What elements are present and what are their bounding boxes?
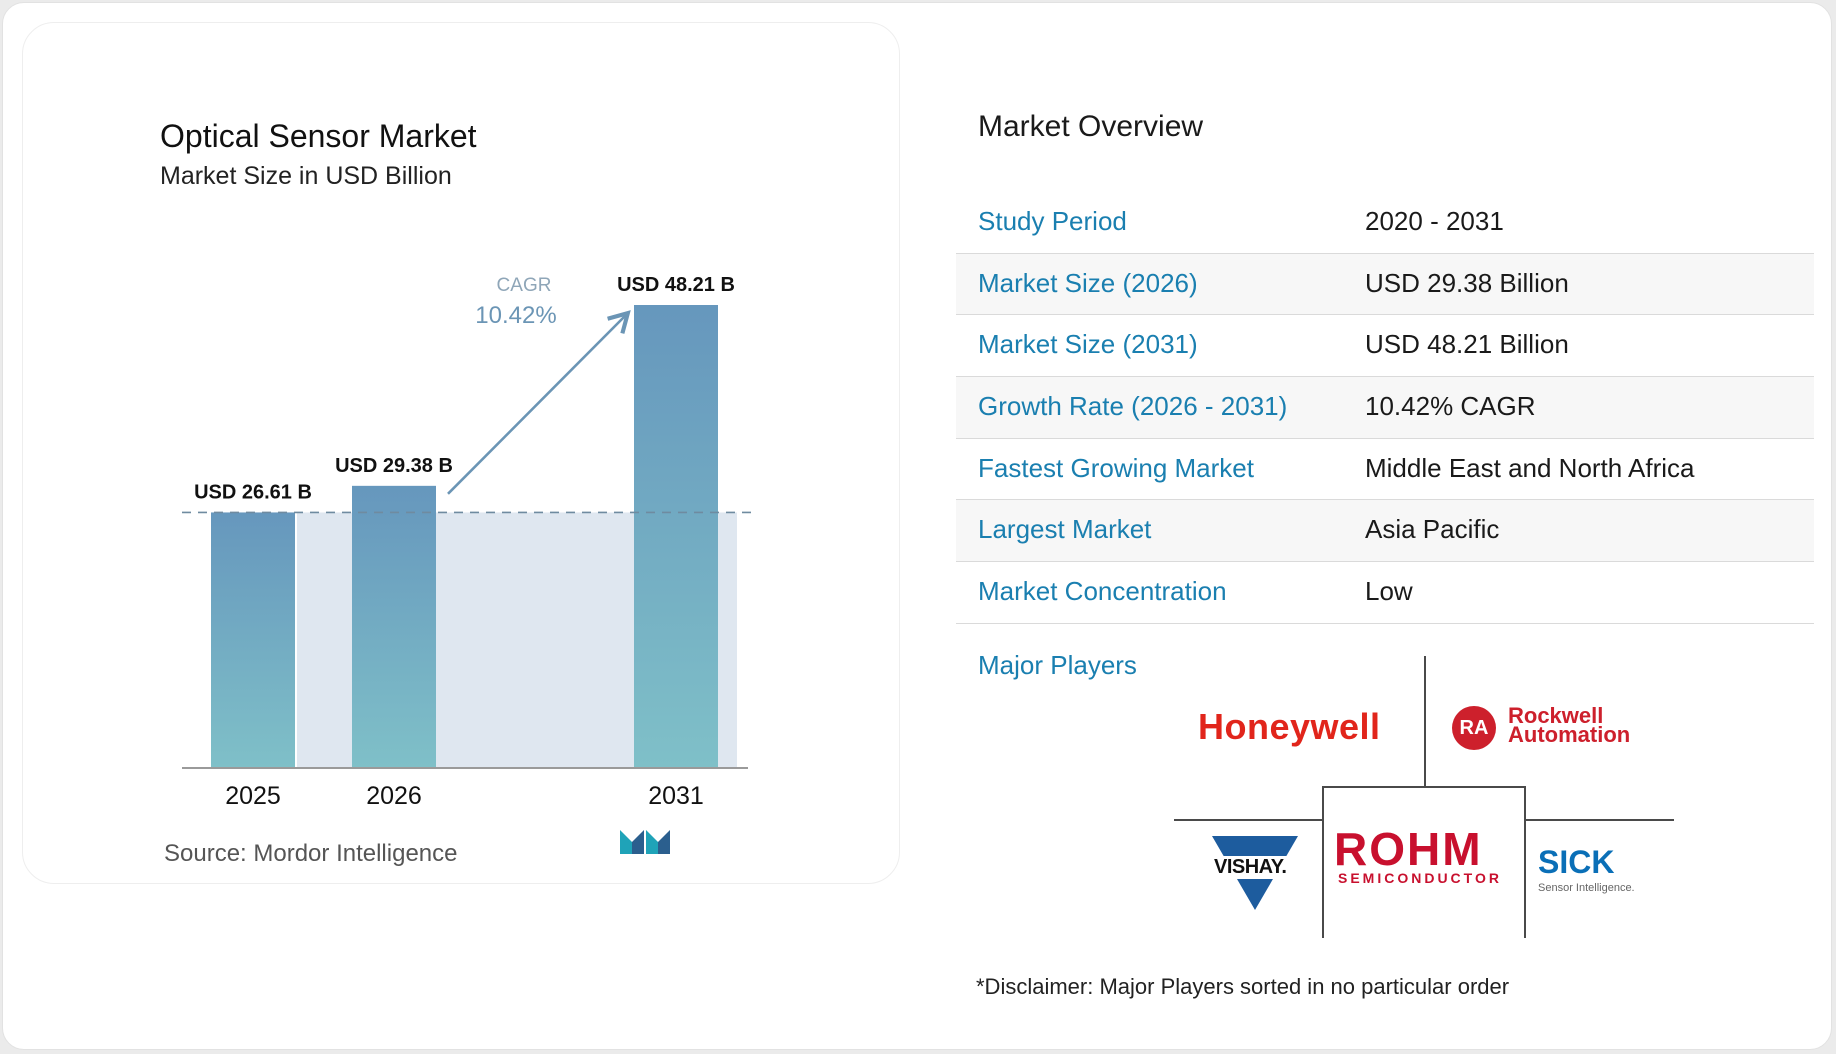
bar-chart: USD 26.61 B 2025 USD 29.38 B 2026 USD 48.21 … <box>182 274 752 810</box>
source-note: Source: Mordor Intelligence <box>164 840 458 867</box>
bar-value-label: USD 48.21 B <box>617 274 735 296</box>
overview-key: Fastest Growing Market <box>978 452 1254 483</box>
overview-value: 2020 - 2031 <box>1365 206 1504 236</box>
disclaimer: *Disclaimer: Major Players sorted in no … <box>976 974 1510 999</box>
overview-value: Low <box>1365 576 1413 607</box>
bar-2025 <box>211 512 295 768</box>
overview-title: Market Overview <box>978 110 1204 143</box>
bar-2031 <box>634 305 718 768</box>
cagr-label: CAGR <box>497 275 552 296</box>
chart-title: Optical Sensor Market <box>160 118 477 154</box>
overview-row: Market Size (2031) USD 48.21 Billion <box>956 315 1814 378</box>
overview-row: Study Period 2020 - 2031 <box>956 192 1814 254</box>
overview-value: 10.42% CAGR <box>1365 391 1536 422</box>
overview-row: Fastest Growing Market Middle East and No… <box>956 439 1814 501</box>
overview-key: Market Size (2031) <box>978 329 1198 360</box>
overview-row: Largest Market Asia Pacific <box>956 500 1814 563</box>
overview-value: Asia Pacific <box>1365 514 1500 545</box>
chart-subtitle: Market Size in USD Billion <box>160 162 452 190</box>
x-tick-label: 2031 <box>648 782 704 810</box>
overview-key: Growth Rate (2026 - 2031) <box>978 391 1288 422</box>
overview-value: Middle East and North Africa <box>1365 452 1695 483</box>
overview-key: Market Concentration <box>978 576 1227 607</box>
cagr-arrow <box>447 310 631 495</box>
overview-value: USD 29.38 Billion <box>1365 267 1569 298</box>
cagr-value: 10.42% <box>475 302 556 329</box>
overview-row: Market Size (2026) USD 29.38 Billion <box>956 253 1814 316</box>
overview-row: Growth Rate (2026 - 2031) 10.42% CAGR <box>956 377 1814 439</box>
overview-value: USD 48.21 Billion <box>1365 329 1569 360</box>
overview-row: Market Concentration Low <box>956 562 1814 624</box>
overview-key: Study Period <box>978 206 1127 236</box>
bar-2026 <box>352 485 436 768</box>
mordor-intelligence-logo-icon <box>620 830 670 854</box>
bar-value-label: USD 26.61 B <box>194 481 312 503</box>
major-players-title: Major Players <box>978 650 1137 680</box>
overview-table: Study Period 2020 - 2031 Market Size (2026… <box>956 192 1814 624</box>
x-tick-label: 2026 <box>366 782 422 810</box>
x-tick-label: 2025 <box>225 782 281 810</box>
overview-key: Market Size (2026) <box>978 267 1198 298</box>
overview-key: Largest Market <box>978 514 1152 545</box>
bar-value-label: USD 29.38 B <box>335 455 453 477</box>
